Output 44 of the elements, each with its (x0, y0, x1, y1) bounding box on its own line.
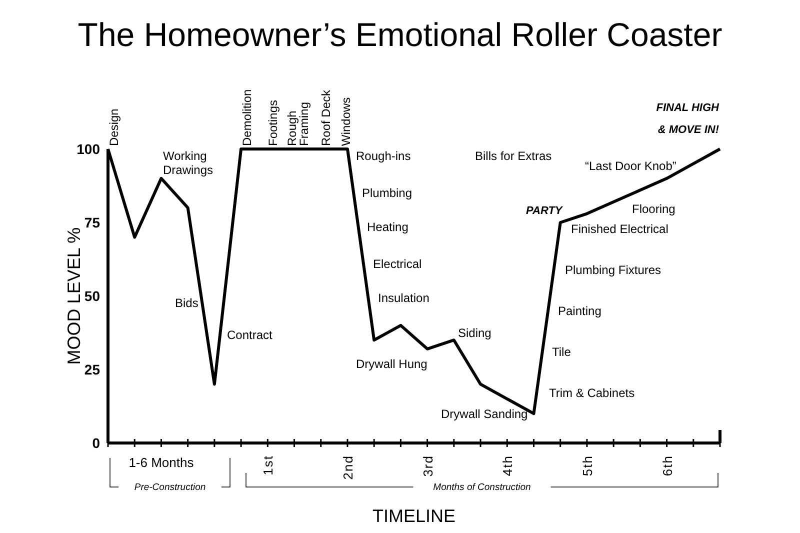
annotation: Working Drawings (163, 149, 214, 177)
annotation: Plumbing Fixtures (565, 263, 662, 277)
annotation: Bids (175, 296, 198, 310)
text: Footings (266, 100, 280, 146)
x-tick-label: 6th (660, 455, 675, 476)
annotation: Contract (227, 328, 274, 342)
text: Months of Construction (433, 482, 531, 493)
annotation: Heating (367, 220, 408, 234)
annotation: Flooring (632, 202, 676, 216)
annotation: Drywall Hung (356, 357, 428, 371)
annotation: Finished Electrical (571, 222, 668, 236)
text: Design (107, 108, 121, 146)
y-tick-label: 50 (84, 288, 100, 304)
text: Pre-Construction (134, 482, 206, 493)
text: Windows (339, 97, 353, 146)
annotation: Tile (552, 345, 572, 359)
x-tick-label: 5th (580, 455, 595, 476)
y-tick-label: 0 (92, 435, 100, 451)
x-tick-label: 2nd (340, 455, 356, 480)
annotation: Trim & Cabinets (549, 386, 635, 400)
x-tick-label: 1-6 Months (128, 455, 194, 470)
y-tick-label: 75 (84, 214, 100, 230)
x-tick-label: 1st (260, 455, 276, 476)
text: Demolition (240, 89, 254, 146)
x-tick-label: 4th (500, 455, 516, 476)
annotation: Drywall Sanding (441, 407, 528, 421)
annotation: Bills for Extras (475, 149, 552, 163)
annotation: Painting (558, 304, 602, 318)
chart-title: The Homeowner’s Emotional Roller Coaster (78, 16, 722, 53)
annotation: Siding (458, 326, 492, 340)
annotation: Rough-ins (356, 149, 411, 163)
annotation: PARTY (526, 205, 564, 217)
y-tick-label: 25 (84, 362, 100, 378)
x-axis-title: TIMELINE (372, 506, 456, 526)
annotation: Electrical (373, 257, 422, 271)
annotation: “Last Door Knob” (585, 159, 676, 173)
y-axis-title: MOOD LEVEL % (64, 227, 84, 365)
annotation: Plumbing (362, 186, 412, 200)
annotation: Insulation (378, 291, 430, 305)
text: Rough Framing (285, 102, 311, 146)
y-tick-label: 100 (76, 141, 100, 157)
x-tick-label: 3rd (420, 455, 436, 477)
text: FINAL HIGH & MOVE IN! (656, 102, 720, 136)
text: Roof Deck (319, 88, 333, 146)
